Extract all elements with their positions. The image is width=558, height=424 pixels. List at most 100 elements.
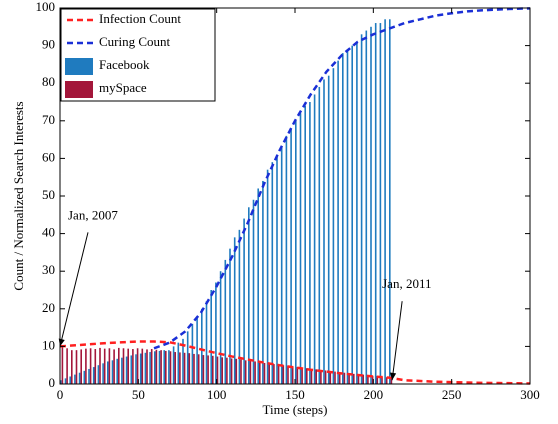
bar: [381, 376, 383, 384]
x-tick-label: 150: [285, 387, 305, 402]
bar: [365, 30, 368, 385]
bar: [338, 372, 341, 384]
bar: [337, 60, 339, 384]
bar: [282, 365, 285, 384]
bar: [379, 23, 382, 384]
bar: [183, 352, 186, 384]
bar: [74, 374, 76, 384]
annotation: Jan, 2007: [68, 207, 118, 222]
bar: [263, 362, 266, 384]
bar: [299, 113, 302, 384]
annotation-arrow: [391, 301, 403, 381]
bar: [353, 373, 355, 384]
bar: [149, 352, 151, 384]
bar: [254, 361, 256, 384]
bar: [343, 372, 346, 384]
bar: [75, 350, 78, 384]
bar: [168, 350, 170, 384]
y-tick-label: 40: [42, 225, 55, 240]
bar: [94, 349, 97, 384]
bar: [226, 357, 228, 384]
bar: [348, 373, 350, 384]
bar: [83, 370, 86, 384]
bar: [80, 349, 82, 384]
bar: [290, 128, 292, 384]
bar: [351, 45, 353, 384]
bar: [150, 349, 153, 384]
bar: [285, 135, 288, 384]
bar: [277, 364, 280, 384]
bar: [108, 348, 111, 384]
bar: [216, 356, 219, 384]
bar: [224, 259, 227, 384]
y-tick-label: 20: [42, 300, 55, 315]
bar: [89, 348, 92, 384]
bar: [235, 358, 238, 384]
bar: [313, 94, 316, 384]
bar: [301, 367, 303, 384]
x-tick-label: 50: [132, 387, 145, 402]
bar: [334, 371, 336, 384]
bar: [132, 349, 134, 384]
bar: [291, 366, 294, 384]
bar: [287, 365, 289, 384]
bar: [155, 349, 158, 384]
bar: [262, 180, 264, 384]
bar: [240, 359, 242, 384]
bar: [238, 229, 241, 384]
bar: [221, 357, 223, 384]
bar: [196, 316, 198, 384]
legend-label: mySpace: [99, 80, 147, 95]
bar: [191, 323, 194, 384]
y-tick-label: 0: [49, 375, 56, 390]
bar: [280, 147, 283, 384]
bar: [130, 355, 133, 384]
bar: [357, 374, 360, 384]
bar: [252, 199, 255, 384]
bar: [374, 23, 377, 384]
bar: [107, 361, 109, 384]
bar: [266, 169, 269, 384]
bar: [154, 351, 156, 384]
bar: [230, 358, 233, 384]
bar: [169, 351, 172, 384]
bar: [111, 360, 114, 384]
bar: [69, 376, 71, 384]
y-axis-label: Count / Normalized Search Interests: [11, 101, 26, 290]
bar: [66, 348, 68, 384]
bar: [182, 338, 184, 384]
bar: [315, 369, 317, 384]
bar: [88, 368, 90, 384]
x-tick-label: 300: [520, 387, 540, 402]
bar: [135, 354, 137, 384]
bar: [71, 350, 73, 384]
bar: [327, 75, 330, 385]
bar: [165, 350, 167, 384]
bar: [103, 348, 106, 384]
bar: [259, 362, 261, 384]
bar: [360, 34, 363, 384]
bar: [367, 375, 369, 384]
bar: [342, 53, 344, 385]
bar: [207, 355, 209, 384]
bar: [188, 353, 191, 384]
bar: [193, 353, 195, 384]
legend-swatch: [65, 81, 93, 98]
bar: [310, 368, 313, 384]
bar: [309, 102, 311, 384]
bar: [244, 360, 247, 384]
bar: [346, 49, 349, 385]
bar: [92, 367, 95, 384]
bar: [97, 365, 100, 384]
bar: [389, 19, 391, 385]
bar: [371, 375, 374, 384]
annotation-arrow: [59, 232, 89, 347]
bar: [201, 308, 203, 384]
legend-swatch: [65, 58, 93, 75]
bar: [212, 355, 214, 384]
bar: [121, 357, 123, 384]
y-tick-label: 90: [42, 37, 55, 52]
bar: [85, 348, 87, 384]
bar: [323, 79, 325, 384]
x-tick-label: 100: [207, 387, 227, 402]
